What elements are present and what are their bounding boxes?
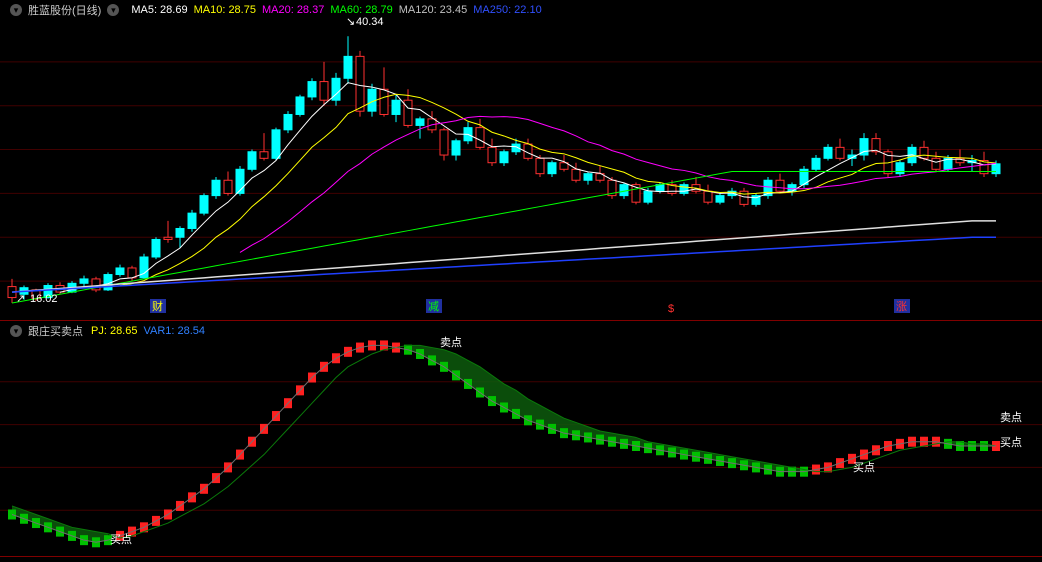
ma-label: MA120: 23.45 <box>399 4 468 16</box>
svg-text:买点: 买点 <box>1000 436 1022 449</box>
ma-label: MA60: 28.79 <box>330 4 392 16</box>
price-header: ▾ 胜蓝股份(日线) ▾ MA5: 28.69 MA10: 28.75 MA20: … <box>0 0 548 20</box>
chevron-down-icon[interactable]: ▾ <box>10 325 22 337</box>
stock-title: 胜蓝股份(日线) <box>28 2 101 18</box>
indicator-title: 跟庄买卖点 <box>28 323 83 339</box>
svg-text:财: 财 <box>152 299 163 313</box>
stock-chart-container: { "dimensions":{"width":1042,"height":56… <box>0 0 1042 562</box>
ma-label: MA20: 28.37 <box>262 4 324 16</box>
svg-text:↗: ↗ <box>16 293 25 305</box>
indicator-label: PJ: 28.65 <box>91 325 137 337</box>
price-chart[interactable]: 40.3416.02↘↗财减$涨 <box>0 0 1042 320</box>
svg-text:减: 减 <box>428 300 439 313</box>
svg-text:买点: 买点 <box>110 533 132 546</box>
svg-text:卖点: 卖点 <box>1000 411 1022 424</box>
svg-text:买点: 买点 <box>853 461 875 474</box>
ma-label: MA5: 28.69 <box>131 4 187 16</box>
volume-panel-cut: VOLUME: 155027 MA5: 151010 MA10: 131070 <box>0 556 1042 562</box>
ma-label: MA10: 28.75 <box>194 4 256 16</box>
svg-text:涨: 涨 <box>896 300 907 313</box>
ma-label: MA250: 22.10 <box>473 4 542 16</box>
svg-text:$: $ <box>668 303 674 315</box>
price-panel[interactable]: ▾ 胜蓝股份(日线) ▾ MA5: 28.69 MA10: 28.75 MA20: … <box>0 0 1042 320</box>
svg-text:卖点: 卖点 <box>440 336 462 349</box>
indicator-label: VAR1: 28.54 <box>143 325 205 337</box>
chevron-down-icon[interactable]: ▾ <box>10 4 22 16</box>
indicator-header: ▾ 跟庄买卖点 PJ: 28.65 VAR1: 28.54 <box>0 321 211 341</box>
indicator-panel[interactable]: ▾ 跟庄买卖点 PJ: 28.65VAR1: 28.54 买点买点买点卖点卖点 <box>0 320 1042 557</box>
indicator-chart[interactable]: 买点买点买点卖点卖点 <box>0 321 1042 557</box>
svg-text:16.02: 16.02 <box>30 293 58 305</box>
chevron-down-icon[interactable]: ▾ <box>107 4 119 16</box>
